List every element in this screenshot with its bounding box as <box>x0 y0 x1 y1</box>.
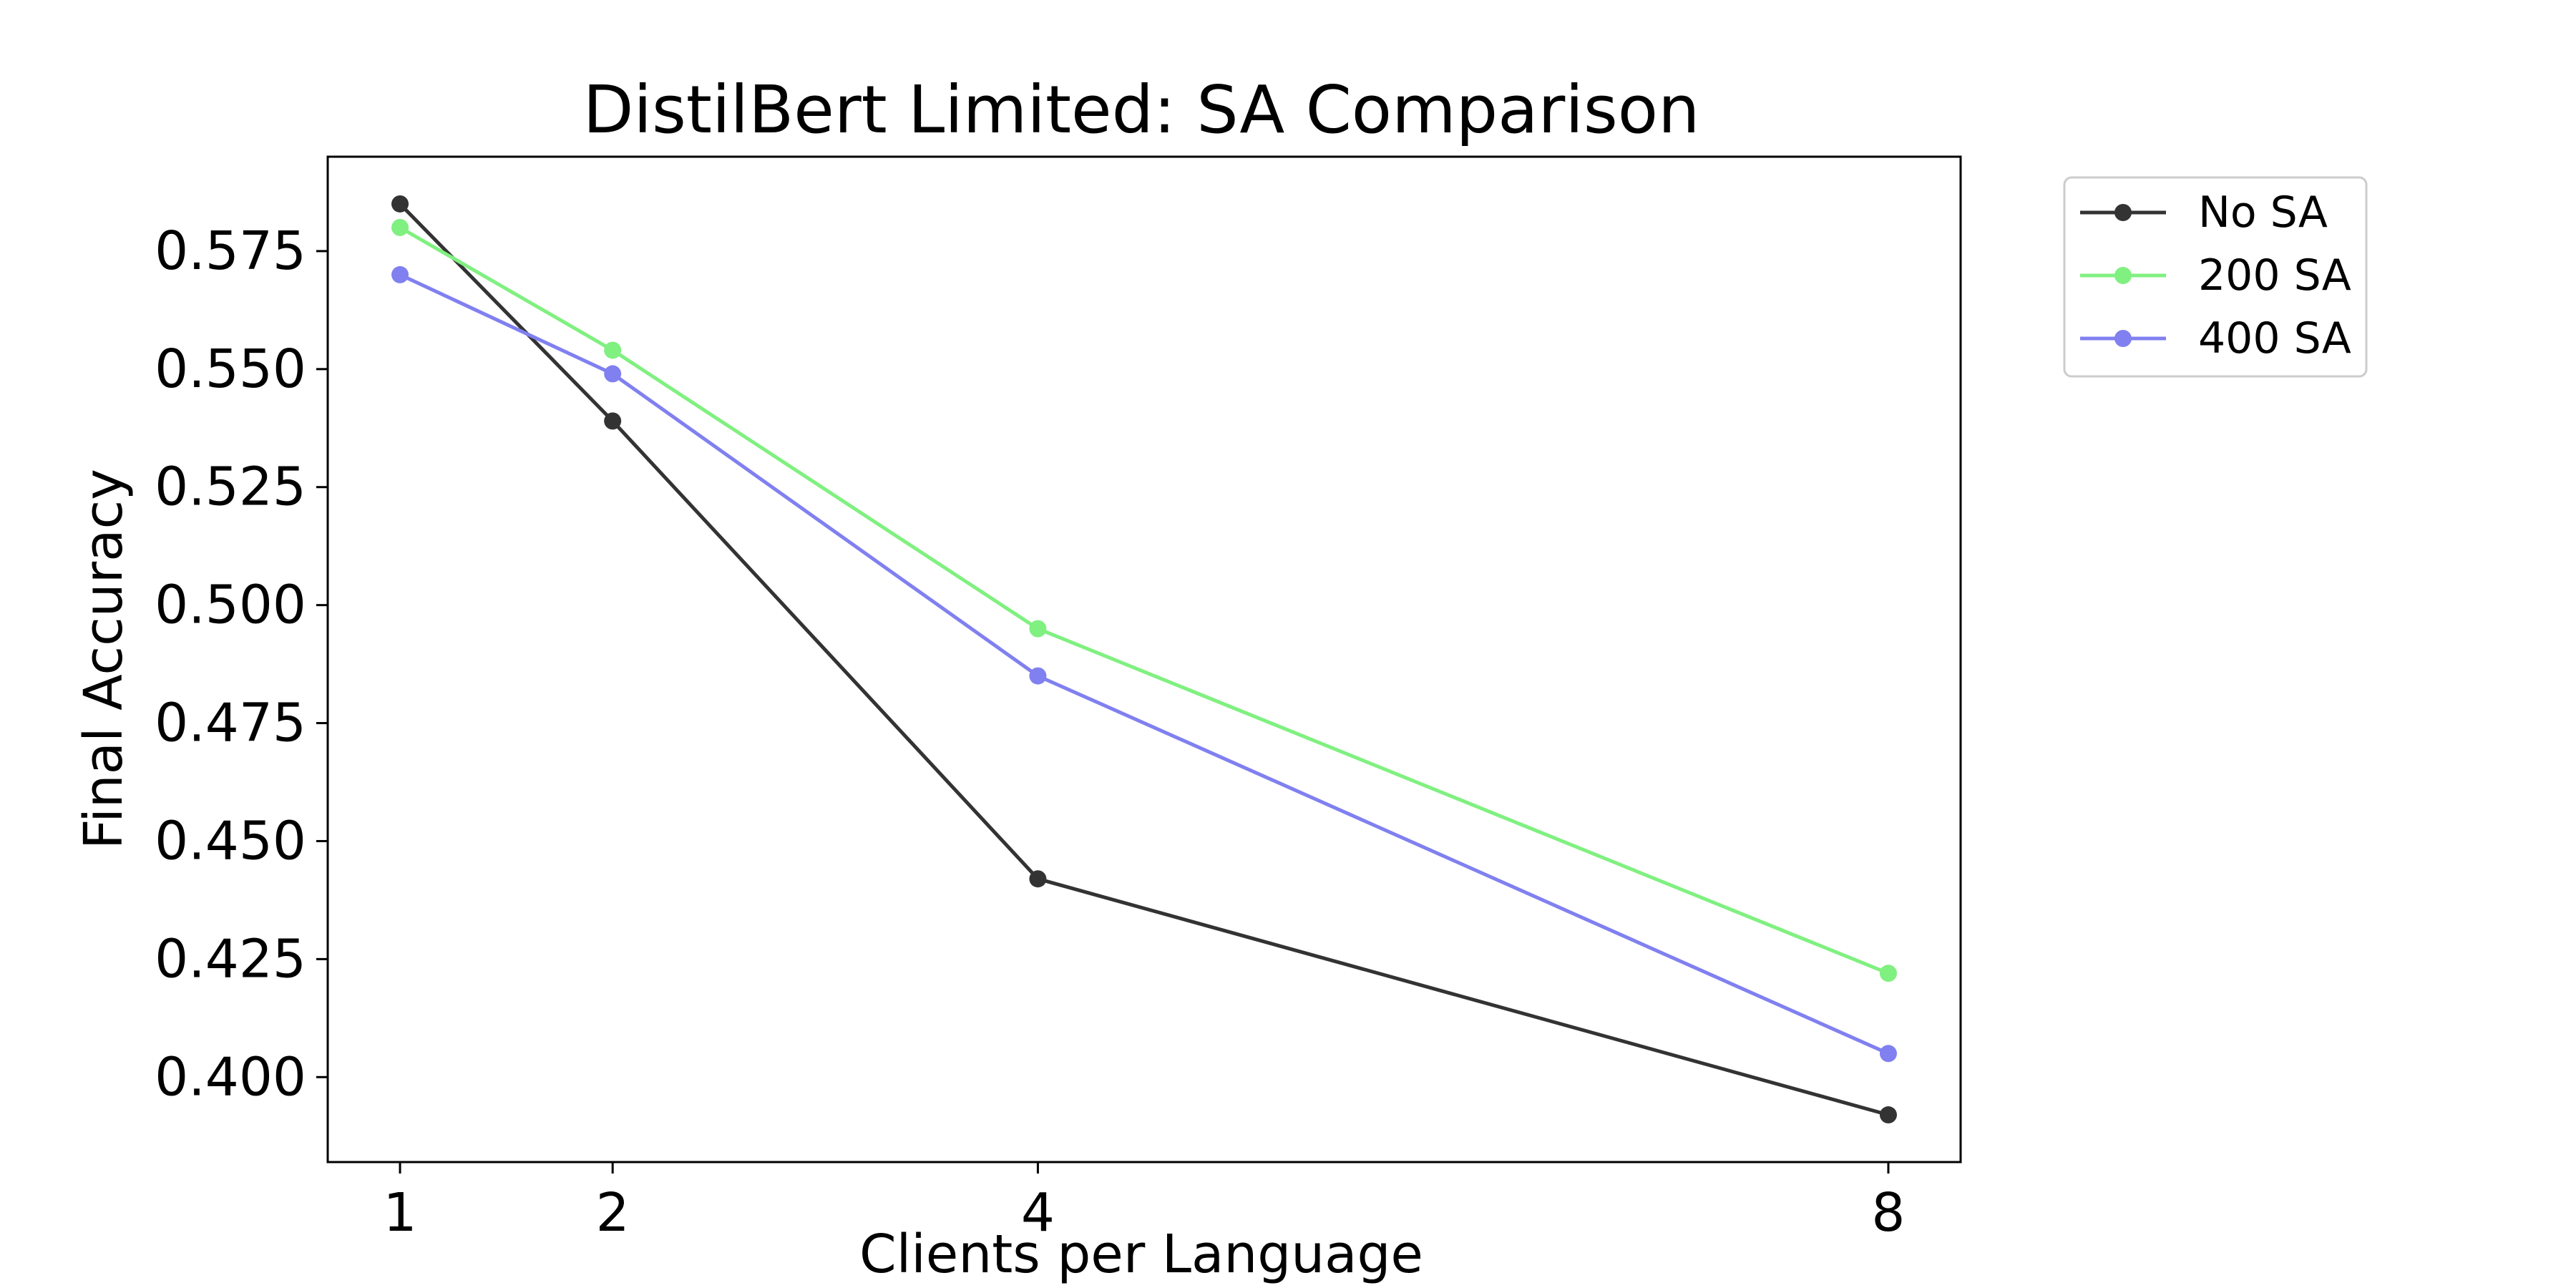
data-point <box>1879 1045 1897 1063</box>
series-200-sa <box>391 218 1897 982</box>
series-layer <box>391 195 1897 1124</box>
y-tick-label: 0.500 <box>155 575 306 636</box>
y-tick-label: 0.525 <box>155 457 306 518</box>
legend-marker <box>2114 330 2132 347</box>
y-axis: 0.400 0.425 0.450 0.475 0.500 0.525 0.550 0.575 <box>155 220 328 1108</box>
data-point <box>391 265 409 283</box>
data-point <box>604 365 622 383</box>
x-tick-label: 1 <box>383 1182 416 1244</box>
data-point <box>604 412 622 430</box>
x-tick-label: 4 <box>1021 1182 1055 1244</box>
legend-label: 200 SA <box>2198 250 2351 301</box>
legend-item: 400 SA <box>2080 313 2351 364</box>
series-line <box>399 273 1890 1055</box>
x-tick-label: 2 <box>596 1182 630 1244</box>
legend-marker <box>2114 204 2132 221</box>
series-no-sa <box>391 195 1897 1124</box>
y-axis-label: Final Accuracy <box>73 469 135 849</box>
y-tick-label: 0.475 <box>155 693 306 754</box>
x-axis-label: Clients per Language <box>859 1224 1423 1285</box>
legend: No SA 200 SA 400 SA <box>2063 176 2368 378</box>
legend-item: 200 SA <box>2080 250 2351 301</box>
x-tick-label: 8 <box>1871 1182 1905 1244</box>
data-point <box>1029 667 1047 685</box>
series-line <box>399 203 1889 1117</box>
y-tick-label: 0.575 <box>155 220 306 282</box>
series-400-sa <box>391 265 1897 1063</box>
x-axis: 1 2 4 8 <box>383 1162 1906 1244</box>
data-point <box>1879 965 1897 982</box>
legend-label: 400 SA <box>2198 313 2351 364</box>
data-point <box>604 341 622 359</box>
plot-frame <box>326 155 1962 1163</box>
data-point <box>391 218 409 236</box>
legend-item: No SA <box>2080 187 2328 238</box>
y-tick-label: 0.550 <box>155 338 306 400</box>
plot-area: 0.400 0.425 0.450 0.475 0.500 0.525 0.550 0.575… <box>155 155 1962 1244</box>
y-tick-label: 0.425 <box>155 928 306 990</box>
data-point <box>1029 870 1047 888</box>
legend-frame <box>2063 176 2368 378</box>
y-tick-label: 0.450 <box>155 810 306 872</box>
data-point <box>391 195 409 213</box>
data-point <box>1029 620 1047 638</box>
legend-label: No SA <box>2198 187 2328 238</box>
legend-marker <box>2114 267 2132 284</box>
data-point <box>1879 1106 1897 1124</box>
chart-title: DistilBert Limited: SA Comparison <box>583 72 1700 148</box>
y-tick-label: 0.400 <box>155 1046 306 1108</box>
series-line <box>399 225 1889 975</box>
